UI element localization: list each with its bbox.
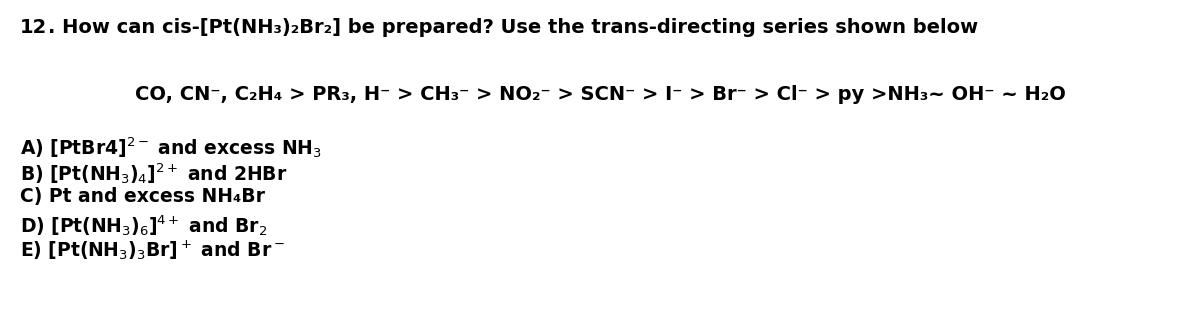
Text: 12: 12 xyxy=(20,18,47,37)
Text: C) Pt and excess NH₄Br: C) Pt and excess NH₄Br xyxy=(20,187,265,206)
Text: CO, CN⁻, C₂H₄ > PR₃, H⁻ > CH₃⁻ > NO₂⁻ > SCN⁻ > I⁻ > Br⁻ > Cl⁻ > py >NH₃~ OH⁻ ~ H: CO, CN⁻, C₂H₄ > PR₃, H⁻ > CH₃⁻ > NO₂⁻ > … xyxy=(134,85,1066,104)
Text: B) [Pt(NH$_3$)$_4$]$^{2+}$ and 2HBr: B) [Pt(NH$_3$)$_4$]$^{2+}$ and 2HBr xyxy=(20,161,288,186)
Text: D) [Pt(NH$_3$)$_6$]$^{4+}$ and Br$_2$: D) [Pt(NH$_3$)$_6$]$^{4+}$ and Br$_2$ xyxy=(20,213,268,238)
Text: A) [PtBr4]$^{2-}$ and excess NH$_3$: A) [PtBr4]$^{2-}$ and excess NH$_3$ xyxy=(20,135,322,160)
Text: . How can cis-[Pt(NH₃)₂Br₂] be prepared? Use the trans-directing series shown be: . How can cis-[Pt(NH₃)₂Br₂] be prepared?… xyxy=(48,18,978,37)
Text: E) [Pt(NH$_3$)$_3$Br]$^+$ and Br$^-$: E) [Pt(NH$_3$)$_3$Br]$^+$ and Br$^-$ xyxy=(20,239,284,262)
